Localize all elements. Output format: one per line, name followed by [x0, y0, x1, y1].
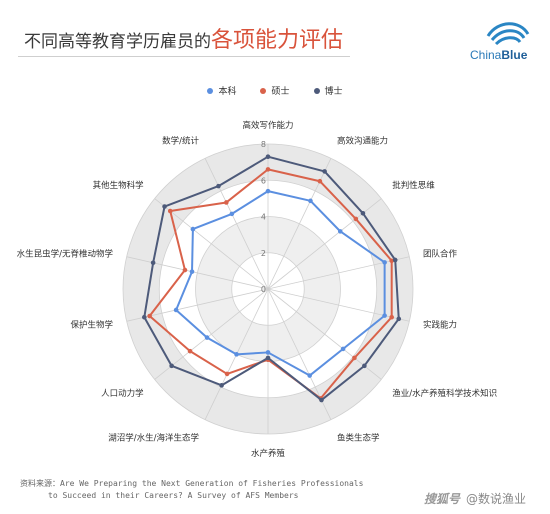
tick-label-0: 0 [261, 285, 266, 294]
category-label: 水生昆虫学/无脊椎动物学 [17, 249, 114, 260]
data-point-2 [224, 200, 229, 205]
data-point-2 [389, 258, 394, 264]
data-point-1 [173, 307, 179, 313]
data-point-2 [147, 313, 152, 319]
data-point-1 [265, 188, 271, 194]
category-label: 渔业/水产养殖科学技术知识 [392, 388, 497, 399]
data-point-1 [337, 229, 343, 234]
data-point-3 [265, 154, 271, 159]
legend-label-1: 本科 [218, 87, 237, 97]
data-point-2 [353, 216, 359, 222]
category-label: 数学/统计 [162, 136, 199, 147]
legend-marker-1 [207, 87, 214, 94]
data-point-2 [352, 355, 357, 361]
title-divider [18, 56, 350, 57]
chinablue-logo-icon [486, 22, 530, 46]
legend-item-3: 博士 [313, 84, 343, 97]
source-line-2: to Succeed in their Careers? A Survey of… [48, 491, 299, 500]
data-point-3 [322, 169, 327, 174]
data-point-3 [319, 397, 324, 403]
data-point-2 [182, 267, 188, 273]
data-point-3 [216, 183, 221, 189]
data-point-3 [169, 363, 174, 369]
source-prefix: 资料来源： [20, 479, 60, 488]
axis-spoke [154, 288, 269, 380]
data-point-2 [187, 348, 193, 354]
category-label: 高效沟通能力 [337, 136, 388, 147]
source-line-1: Are We Preparing the Next Generation of … [60, 479, 364, 488]
data-point-2 [265, 167, 271, 172]
category-label: 湖沼学/水生/海洋生态学 [108, 432, 199, 443]
data-point-3 [162, 204, 167, 209]
chart-legend: 本科 硕士 博士 [0, 84, 550, 97]
data-point-1 [234, 352, 239, 357]
data-point-2 [317, 178, 323, 184]
category-label: 实践能力 [423, 319, 457, 330]
legend-item-1: 本科 [207, 84, 236, 97]
category-label: 批判性思维 [392, 180, 435, 191]
data-point-3 [396, 316, 402, 322]
tick-label-4: 4 [261, 213, 266, 222]
tick-label-2: 2 [261, 249, 266, 258]
data-point-1 [340, 346, 346, 352]
data-point-1 [190, 226, 196, 232]
category-label: 保护生物学 [70, 319, 113, 330]
axis-spoke [154, 198, 269, 290]
legend-label-2: 硕士 [271, 87, 290, 97]
data-point-3 [392, 257, 398, 263]
legend-marker-2 [260, 87, 267, 94]
category-label: 人口动力学 [101, 388, 144, 399]
axis-spoke [126, 256, 269, 290]
data-point-3 [362, 363, 367, 369]
category-label: 鱼类生态学 [337, 432, 380, 443]
data-point-1 [382, 313, 387, 318]
legend-label-3: 博士 [324, 87, 343, 97]
data-point-1 [308, 198, 313, 204]
data-point-3 [219, 383, 224, 388]
category-label: 高效写作能力 [242, 120, 293, 131]
data-point-2 [167, 208, 173, 214]
title-part-1: 不同高等教育学历雇员的 [24, 32, 211, 52]
data-point-1 [229, 211, 235, 217]
data-point-1 [307, 373, 312, 378]
watermark-part-2: @数说渔业 [466, 492, 527, 506]
axis-spoke [204, 158, 269, 290]
data-point-3 [142, 314, 147, 320]
legend-marker-3 [313, 87, 320, 94]
data-point-3 [265, 355, 271, 361]
logo-text-b: Blue [501, 48, 528, 62]
category-label: 水产养殖 [251, 448, 286, 459]
data-point-3 [150, 260, 156, 266]
data-point-1 [382, 260, 387, 265]
logo-text-a: China [470, 48, 502, 62]
data-point-1 [189, 269, 195, 274]
title-part-2: 各项能力评估 [211, 28, 344, 53]
data-point-1 [204, 335, 210, 340]
tick-label-8: 8 [261, 140, 266, 149]
legend-item-2: 硕士 [260, 84, 290, 97]
source-note: 资料来源：Are We Preparing the Next Generatio… [20, 478, 363, 502]
logo-text: ChinaBlue [470, 48, 527, 62]
category-label: 其他生物科学 [93, 180, 145, 191]
category-label: 团队合作 [423, 249, 458, 260]
data-point-3 [360, 210, 366, 216]
data-point-1 [265, 350, 271, 355]
page-title: 不同高等教育学历雇员的各项能力评估 [24, 22, 343, 54]
watermark: 搜狐号 @数说渔业 [424, 490, 526, 507]
data-point-2 [389, 314, 394, 320]
tick-label-6: 6 [261, 176, 266, 185]
data-point-2 [224, 371, 230, 377]
axis-spoke [267, 288, 382, 380]
watermark-part-1: 搜狐号 [424, 492, 461, 506]
